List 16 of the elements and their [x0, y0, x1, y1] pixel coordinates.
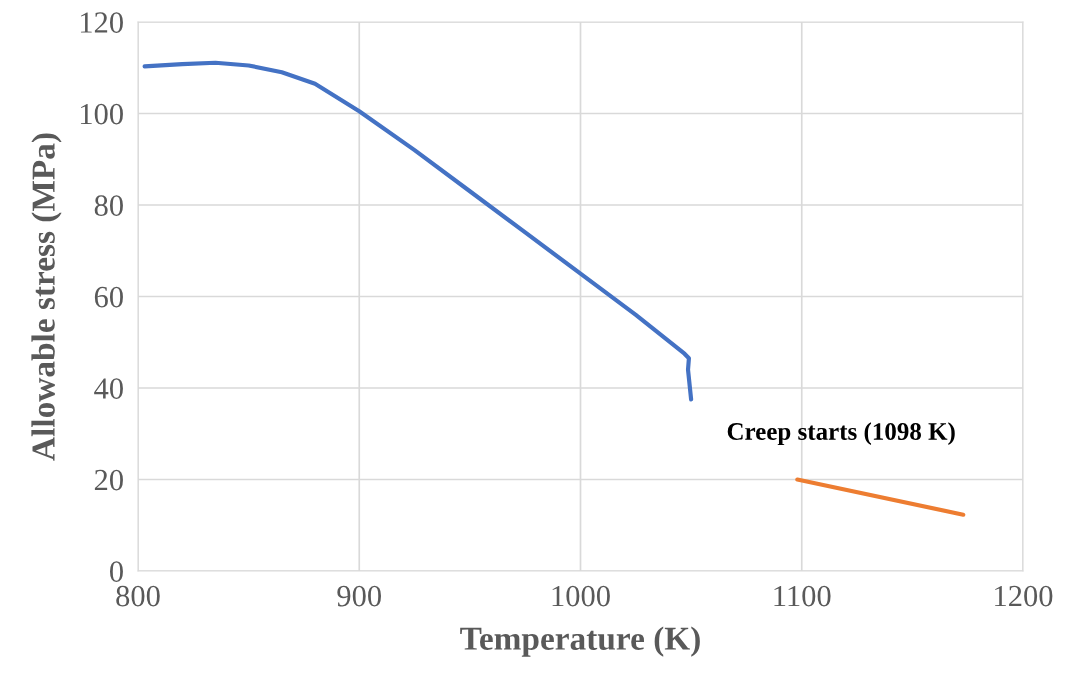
y-axis-title: Allowable stress (MPa) — [31, 133, 62, 461]
y-tick-label: 20 — [94, 469, 123, 491]
y-tick-label: 100 — [80, 103, 123, 125]
y-tick-label: 80 — [94, 195, 123, 216]
x-tick-label: 800 — [116, 585, 160, 607]
x-axis-title: Temperature (K) — [460, 626, 700, 657]
y-tick-label: 0 — [110, 561, 123, 582]
y-tick-label: 120 — [80, 12, 123, 33]
x-tick-label: 1100 — [774, 585, 831, 607]
y-tick-label: 60 — [94, 286, 123, 308]
x-tick-label: 1200 — [995, 585, 1053, 607]
line-series — [142, 60, 694, 402]
x-tick-label: 1000 — [552, 585, 610, 607]
y-tick-label: 40 — [94, 378, 123, 399]
annotation: Creep starts (1098 K) — [727, 422, 955, 445]
x-tick-label: 900 — [337, 585, 381, 607]
